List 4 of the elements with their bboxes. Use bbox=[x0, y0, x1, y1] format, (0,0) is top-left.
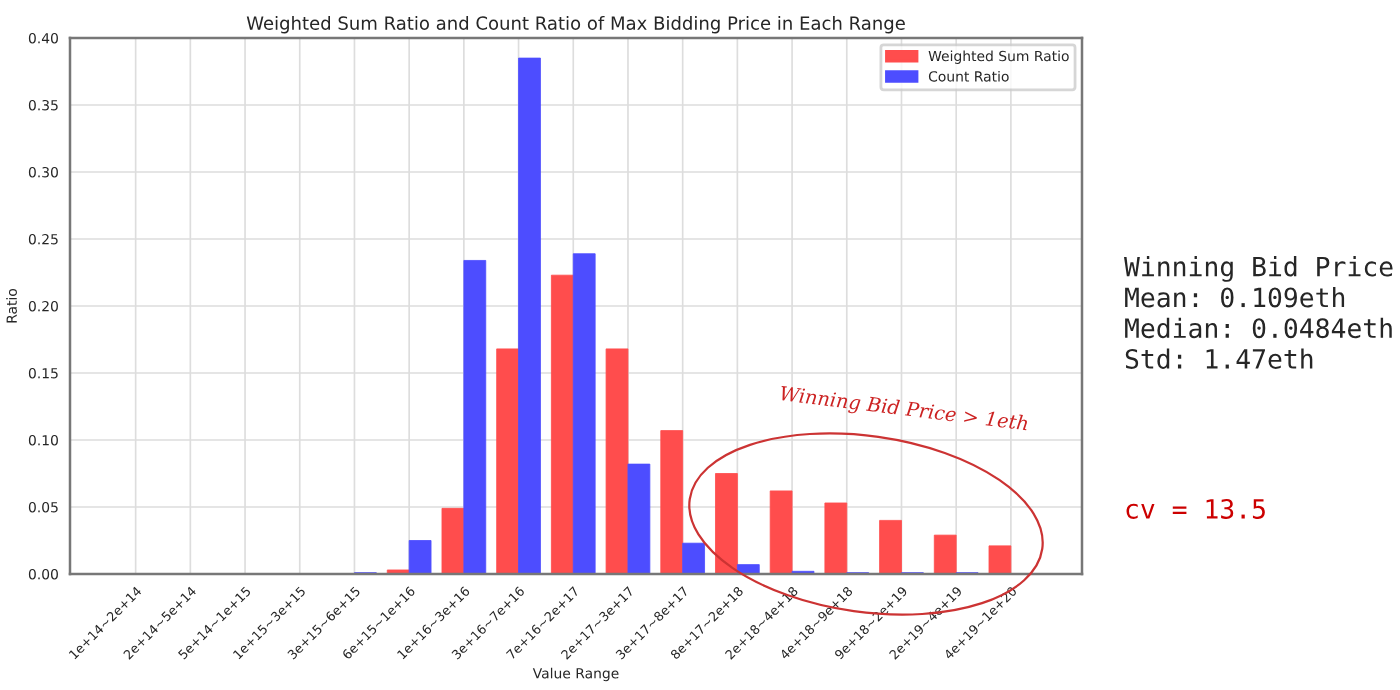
chart-title: Weighted Sum Ratio and Count Ratio of Max Bidding Price in Each Range bbox=[246, 15, 905, 34]
text: cv = 13.5 bbox=[1126, 498, 1265, 519]
text: Winning Bid Price Mean: 0.109eth Median: 0.0484eth Std: 1.47eth bbox=[1124, 256, 1393, 369]
annotation: Winning Bid Price > 1eth bbox=[779, 385, 1029, 435]
